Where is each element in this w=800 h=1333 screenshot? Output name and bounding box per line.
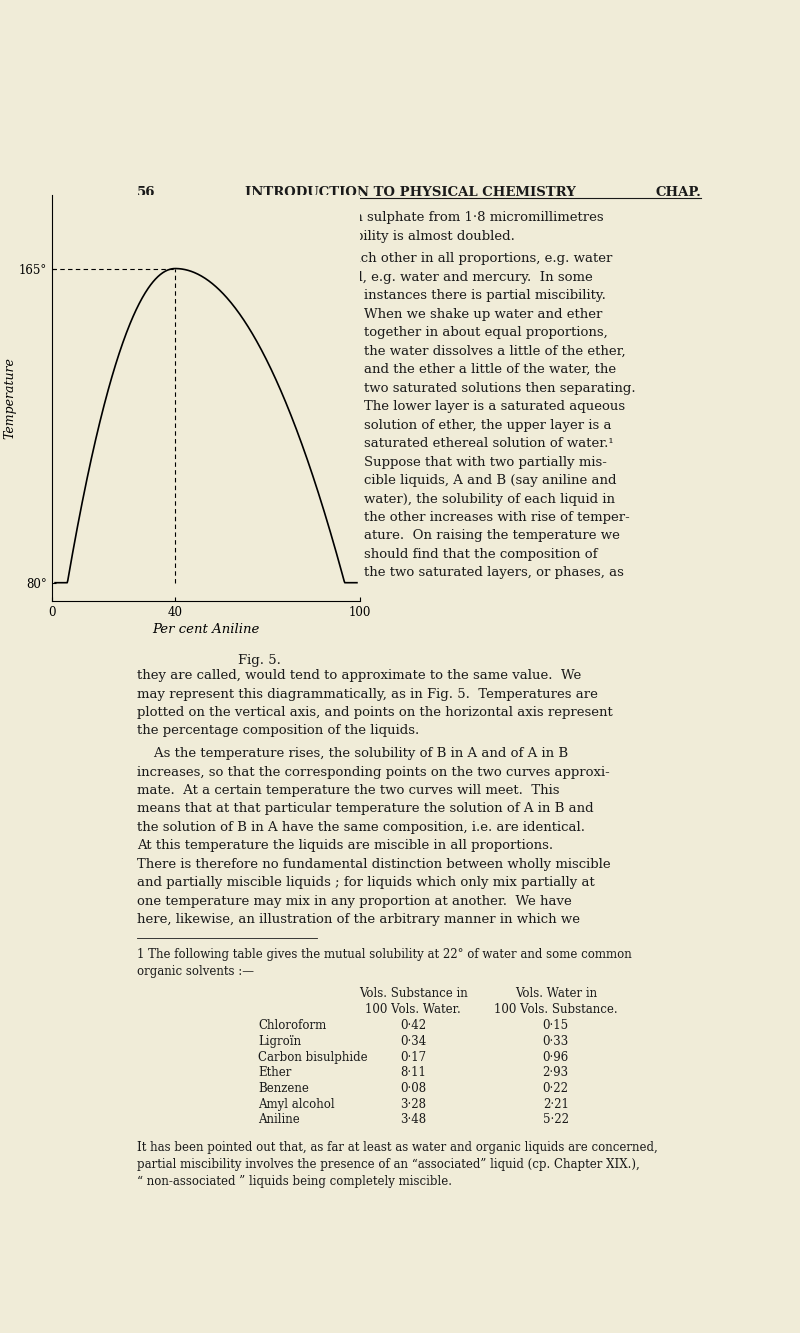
Text: Chloroform: Chloroform [258,1020,326,1032]
Text: 2·21: 2·21 [542,1098,569,1110]
Text: the other increases with rise of temper-: the other increases with rise of temper- [363,511,630,524]
Text: “ non-associated ” liquids being completely miscible.: “ non-associated ” liquids being complet… [138,1174,452,1188]
Text: Ligroïn: Ligroïn [258,1034,302,1048]
Text: 8·11: 8·11 [400,1066,426,1080]
Text: 5·22: 5·22 [542,1113,569,1126]
Text: 0·08: 0·08 [400,1082,426,1096]
Text: Vols. Water in: Vols. Water in [514,986,597,1000]
Text: 1 The following table gives the mutual solubility at 22° of water and some commo: 1 The following table gives the mutual s… [138,948,632,961]
Text: 2·93: 2·93 [542,1066,569,1080]
Text: means that at that particular temperature the solution of A in B and: means that at that particular temperatur… [138,802,594,816]
Text: 100 Vols. Water.: 100 Vols. Water. [366,1002,461,1016]
Text: solution of ether, the upper layer is a: solution of ether, the upper layer is a [363,419,611,432]
Text: and the ether a little of the water, the: and the ether a little of the water, the [363,363,616,376]
Text: plotted on the vertical axis, and points on the horizontal axis represent: plotted on the vertical axis, and points… [138,706,613,718]
Text: may represent this diagrammatically, as in Fig. 5.  Temperatures are: may represent this diagrammatically, as … [138,688,598,701]
Text: and alcohol ; sometimes not at all, e.g. water and mercury.  In some: and alcohol ; sometimes not at all, e.g.… [138,271,593,284]
Text: As the temperature rises, the solubility of B in A and of A in B: As the temperature rises, the solubility… [138,746,568,760]
Text: mate.  At a certain temperature the two curves will meet.  This: mate. At a certain temperature the two c… [138,784,560,797]
X-axis label: Per cent Aniline: Per cent Aniline [152,624,260,636]
Text: saturated ethereal solution of water.¹: saturated ethereal solution of water.¹ [363,437,613,451]
Text: It has been pointed out that, as far at least as water and organic liquids are c: It has been pointed out that, as far at … [138,1141,658,1154]
Text: 3·48: 3·48 [400,1113,426,1126]
Text: 0·15: 0·15 [542,1020,569,1032]
Text: The lower layer is a saturated aqueous: The lower layer is a saturated aqueous [363,400,625,413]
Text: should find that the composition of: should find that the composition of [363,548,597,561]
Y-axis label: Temperature: Temperature [3,357,16,439]
Text: cible liquids, A and B (say aniline and: cible liquids, A and B (say aniline and [363,475,616,487]
Text: There is therefore no fundamental distinction between wholly miscible: There is therefore no fundamental distin… [138,858,611,870]
Text: 0·96: 0·96 [542,1050,569,1064]
Text: one temperature may mix in any proportion at another.  We have: one temperature may mix in any proportio… [138,894,572,908]
Text: Suppose that with two partially mis-: Suppose that with two partially mis- [363,456,606,469]
Text: 0·33: 0·33 [542,1034,569,1048]
Text: the two saturated layers, or phases, as: the two saturated layers, or phases, as [363,567,623,580]
Text: 100 Vols. Substance.: 100 Vols. Substance. [494,1002,618,1016]
Text: instances there is partial miscibility.: instances there is partial miscibility. [363,289,606,303]
Text: partial miscibility involves the presence of an “associated” liquid (cp. Chapter: partial miscibility involves the presenc… [138,1158,640,1172]
Text: 0·34: 0·34 [400,1034,426,1048]
Text: Carbon bisulphide: Carbon bisulphide [258,1050,368,1064]
Text: water), the solubility of each liquid in: water), the solubility of each liquid in [363,492,614,505]
Text: CHAP.: CHAP. [655,185,702,199]
Text: together in about equal proportions,: together in about equal proportions, [363,327,607,339]
Text: 0·42: 0·42 [400,1020,426,1032]
Text: When we shake up water and ether: When we shake up water and ether [363,308,602,321]
Text: they are called, would tend to approximate to the same value.  We: they are called, would tend to approxima… [138,669,582,682]
Text: Ether: Ether [258,1066,291,1080]
Text: Liquids sometimes mix with each other in all proportions, e.g. water: Liquids sometimes mix with each other in… [138,252,613,265]
Text: ature.  On raising the temperature we: ature. On raising the temperature we [363,529,619,543]
Text: organic solvents :—: organic solvents :— [138,965,254,977]
Text: increases, so that the corresponding points on the two curves approxi-: increases, so that the corresponding poi… [138,765,610,778]
Text: the size of the particles of barium sulphate from 1·8 micromillimetres: the size of the particles of barium sulp… [138,212,604,224]
Text: Vols. Substance in: Vols. Substance in [358,986,467,1000]
Text: the water dissolves a little of the ether,: the water dissolves a little of the ethe… [363,345,625,357]
Text: to 0·1 micromillimetres, the solubility is almost doubled.: to 0·1 micromillimetres, the solubility … [138,229,515,243]
Text: 56: 56 [138,185,156,199]
Text: Amyl alcohol: Amyl alcohol [258,1098,334,1110]
Text: the percentage composition of the liquids.: the percentage composition of the liquid… [138,725,419,737]
Text: 0·22: 0·22 [542,1082,569,1096]
Text: and partially miscible liquids ; for liquids which only mix partially at: and partially miscible liquids ; for liq… [138,876,595,889]
Text: here, likewise, an illustration of the arbitrary manner in which we: here, likewise, an illustration of the a… [138,913,580,926]
Text: Aniline: Aniline [258,1113,300,1126]
Text: At this temperature the liquids are miscible in all proportions.: At this temperature the liquids are misc… [138,840,554,852]
Text: INTRODUCTION TO PHYSICAL CHEMISTRY: INTRODUCTION TO PHYSICAL CHEMISTRY [245,185,575,199]
Text: Benzene: Benzene [258,1082,309,1096]
Text: the solution of B in A have the same composition, i.e. are identical.: the solution of B in A have the same com… [138,821,586,834]
Text: Fig. 5.: Fig. 5. [238,653,281,666]
Text: 0·17: 0·17 [400,1050,426,1064]
Text: 3·28: 3·28 [400,1098,426,1110]
Text: two saturated solutions then separating.: two saturated solutions then separating. [363,381,635,395]
